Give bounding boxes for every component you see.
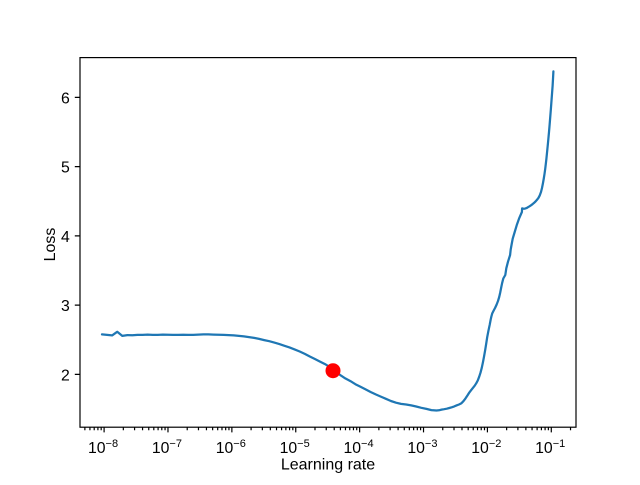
svg-text:Learning rate: Learning rate	[281, 457, 375, 474]
svg-text:4: 4	[61, 229, 70, 246]
svg-text:5: 5	[61, 160, 70, 177]
svg-text:2: 2	[61, 367, 70, 384]
svg-text:3: 3	[61, 298, 70, 315]
svg-text:Loss: Loss	[42, 228, 59, 262]
svg-text:6: 6	[61, 90, 70, 107]
